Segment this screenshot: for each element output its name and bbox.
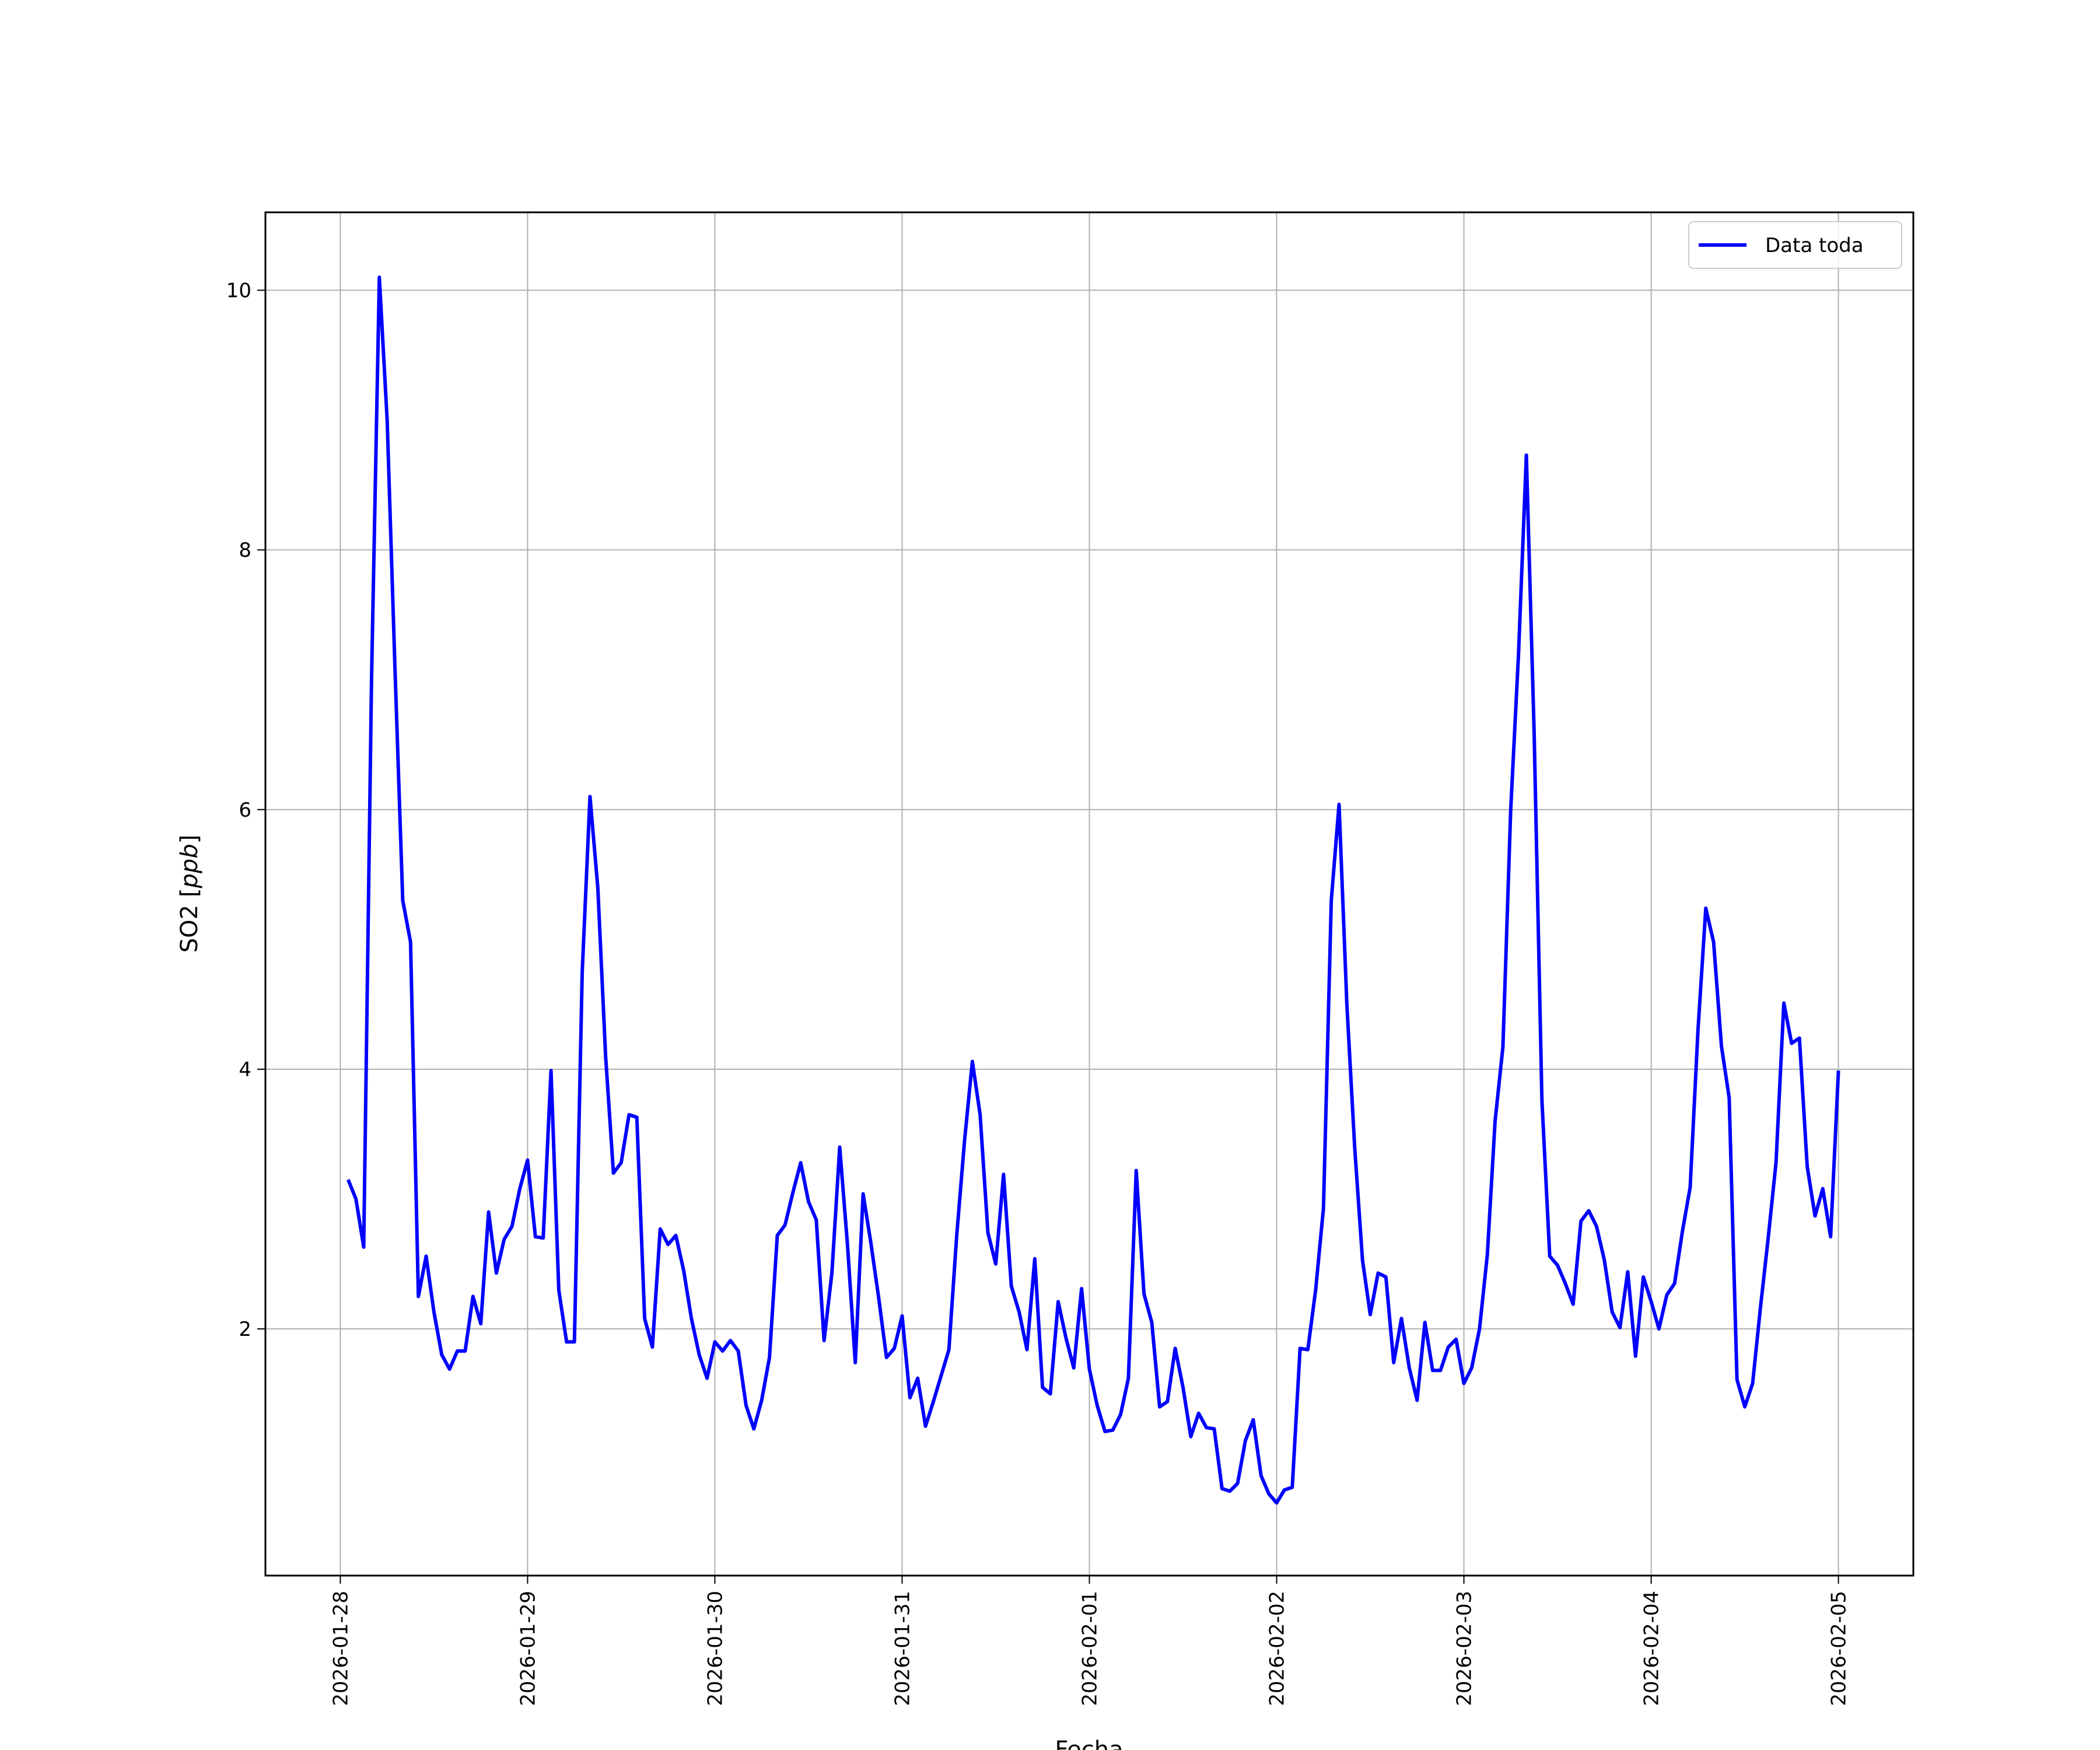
y-axis-label-unit: ppb	[176, 844, 203, 888]
y-tick-label: 4	[239, 1058, 251, 1082]
x-tick-label: 2026-02-01	[1079, 1591, 1102, 1706]
legend: Data toda	[1688, 221, 1902, 269]
x-tick-label: 2026-01-31	[891, 1591, 914, 1706]
y-axis: 2 4 6 8 10	[226, 279, 265, 1341]
x-axis-label: Fecha	[1055, 1737, 1123, 1750]
y-tick-label: 8	[239, 539, 251, 562]
y-tick-label: 6	[239, 799, 251, 822]
x-tick-label: 2026-01-29	[516, 1591, 540, 1706]
y-axis-label: SO2 [ppb]	[176, 835, 203, 953]
x-tick-label: 2026-02-03	[1453, 1591, 1476, 1706]
grid	[265, 212, 1913, 1576]
x-tick-label: 2026-02-02	[1266, 1591, 1289, 1706]
x-tick-label: 2026-02-05	[1828, 1591, 1851, 1706]
legend-label-data-toda: Data toda	[1765, 234, 1864, 257]
series-line-data-toda	[346, 275, 1840, 1505]
y-tick-label: 10	[226, 279, 251, 303]
x-tick-label: 2026-02-04	[1640, 1591, 1664, 1706]
series-layer	[346, 275, 1840, 1505]
y-tick-label: 2	[239, 1318, 251, 1341]
y-axis-label-main: SO2 [	[176, 888, 203, 953]
x-tick-label: 2026-01-28	[329, 1591, 352, 1706]
x-axis: 2026-01-28 2026-01-29 2026-01-30 2026-01-31…	[329, 1576, 1851, 1706]
legend-box	[1688, 221, 1902, 269]
x-tick-label: 2026-01-30	[704, 1591, 727, 1706]
y-axis-label-close: ]	[176, 835, 203, 844]
